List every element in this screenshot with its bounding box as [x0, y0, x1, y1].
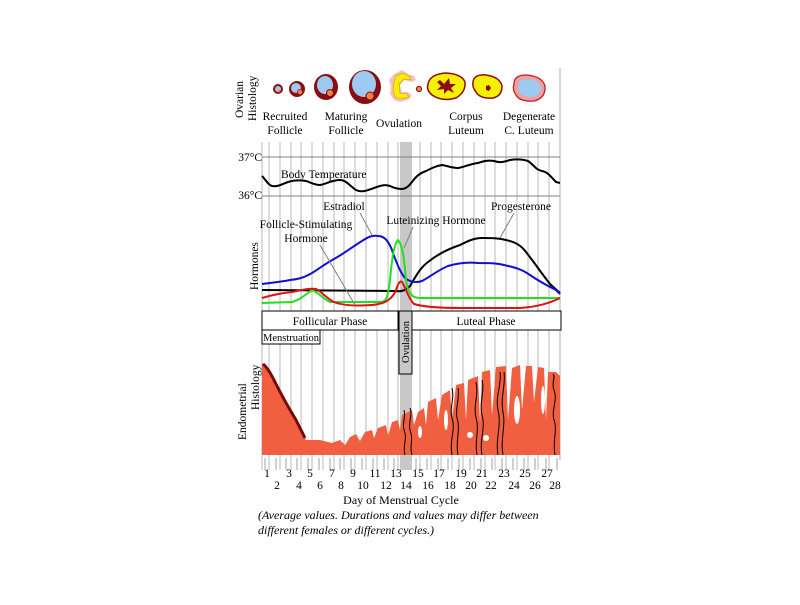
follicle-icon-maturing-2	[349, 70, 381, 104]
svg-text:6: 6	[317, 480, 323, 492]
ovarian-axis-label: Ovarian	[234, 81, 246, 118]
svg-text:9: 9	[350, 468, 356, 480]
tick-36c: 36°C	[238, 190, 262, 202]
svg-text:26: 26	[529, 480, 541, 492]
svg-text:15: 15	[412, 468, 424, 480]
svg-text:27: 27	[541, 468, 553, 480]
footnote: (Average values. Durations and values ma…	[258, 508, 578, 538]
temperature-label: Body Temperature	[281, 169, 367, 181]
corpus-luteum-small-icon	[472, 74, 503, 99]
svg-text:14: 14	[400, 480, 412, 492]
lh-label: Luteinizing Hormone	[386, 215, 485, 227]
x-axis-title: Day of Menstrual Cycle	[343, 493, 459, 507]
ovulation-phase-label: Ovulation	[401, 320, 412, 363]
fsh-label: Follicle-Stimulating	[260, 219, 353, 231]
estradiol-label: Estradiol	[323, 201, 365, 213]
follicular-phase-label: Follicular Phase	[293, 316, 367, 328]
luteal-phase-label: Luteal Phase	[456, 316, 515, 328]
svg-text:7: 7	[329, 468, 335, 480]
luteal-phase-box	[411, 310, 562, 331]
endometrium-tissue	[262, 363, 560, 455]
progesterone-leader	[499, 212, 515, 239]
shedding-layer	[262, 362, 307, 439]
stage-label-degenerate: Degenerate	[503, 111, 555, 123]
svg-text:1: 1	[264, 468, 270, 480]
stage-label-maturing-2: Follicle	[328, 125, 363, 137]
corpus-luteum-icon	[426, 72, 466, 101]
day-labels-odd: 1 3 5 7 9 11 13 15 17 19 21 23 25 27	[264, 468, 553, 480]
endometrial-axis-label-2: Histology	[250, 364, 262, 410]
ovulation-icon	[389, 70, 423, 102]
svg-text:23: 23	[498, 468, 510, 480]
temperature-panel: 37°C 36°C Body Temperature	[238, 152, 561, 202]
temperature-curve	[261, 158, 561, 193]
progesterone-label: Progesterone	[491, 201, 551, 213]
svg-text:2: 2	[274, 480, 280, 492]
footnote-line-2: different females or different cycles.)	[258, 523, 435, 537]
hormones-panel: Hormones Estradiol Progesterone Luteiniz…	[249, 201, 561, 309]
stage-label-recruited: Recruited	[263, 111, 308, 123]
ovulation-phase-box	[398, 310, 413, 375]
day-labels-even: 2 4 6 8 10 12 14 16 18 20 22 24 26 28	[274, 480, 561, 492]
stage-label-corpus-luteum-2: Luteum	[448, 125, 484, 137]
endometrial-axis-label: Endometrial	[237, 383, 249, 440]
ovarian-histology-panel: Ovarian Histology	[234, 70, 555, 137]
svg-text:28: 28	[549, 480, 561, 492]
endometrial-histology-panel: Endometrial Histology	[237, 362, 560, 456]
svg-text:8: 8	[338, 480, 344, 492]
fsh-label-2: Hormone	[284, 233, 327, 245]
fsh-leader	[319, 244, 356, 306]
progesterone-curve	[261, 236, 561, 294]
follicle-icon-recruited-1	[273, 84, 283, 94]
svg-text:21: 21	[476, 468, 488, 480]
estradiol-leader	[359, 212, 373, 236]
tick-37c: 37°C	[238, 152, 262, 164]
svg-text:24: 24	[508, 480, 520, 492]
x-axis: 1 3 5 7 9 11 13 15 17 19 21 23 25 27 2 4…	[264, 458, 561, 507]
stage-label-ovulation: Ovulation	[376, 118, 422, 130]
svg-text:11: 11	[369, 468, 380, 480]
ovulation-band	[400, 142, 412, 470]
spiral-arteries	[402, 371, 556, 456]
footnote-line-1: (Average values. Durations and values ma…	[258, 508, 539, 522]
estradiol-curve	[261, 234, 561, 295]
svg-text:12: 12	[380, 480, 392, 492]
follicle-icon-maturing-1	[314, 74, 338, 100]
stage-label-corpus-luteum: Corpus	[449, 111, 483, 123]
svg-text:19: 19	[455, 468, 467, 480]
phases-panel: Follicular Phase Ovulation Luteal Phase …	[261, 310, 562, 375]
svg-text:17: 17	[433, 468, 445, 480]
svg-text:4: 4	[296, 480, 302, 492]
gland-gaps	[418, 386, 545, 441]
follicular-phase-box	[261, 310, 399, 331]
stage-label-recruited-2: Follicle	[267, 125, 302, 137]
hormones-axis-label: Hormones	[249, 242, 261, 290]
lh-leader	[403, 226, 414, 249]
ovarian-axis-label-2: Histology	[247, 75, 259, 121]
svg-text:10: 10	[357, 480, 369, 492]
menstruation-label: Menstruation	[263, 333, 320, 344]
svg-text:3: 3	[286, 468, 292, 480]
stage-label-maturing: Maturing	[325, 111, 368, 123]
lh-curve	[261, 238, 560, 304]
degenerate-corpus-luteum-icon	[512, 74, 546, 102]
follicle-icon-recruited-2	[289, 81, 305, 97]
svg-text:20: 20	[465, 480, 477, 492]
menstruation-box	[261, 329, 321, 345]
svg-text:22: 22	[485, 480, 497, 492]
svg-text:25: 25	[519, 468, 531, 480]
svg-text:5: 5	[307, 468, 313, 480]
svg-text:16: 16	[422, 480, 434, 492]
svg-text:13: 13	[390, 468, 402, 480]
svg-text:18: 18	[444, 480, 456, 492]
stage-label-degenerate-2: C. Luteum	[504, 125, 553, 137]
fsh-curve	[261, 280, 561, 309]
